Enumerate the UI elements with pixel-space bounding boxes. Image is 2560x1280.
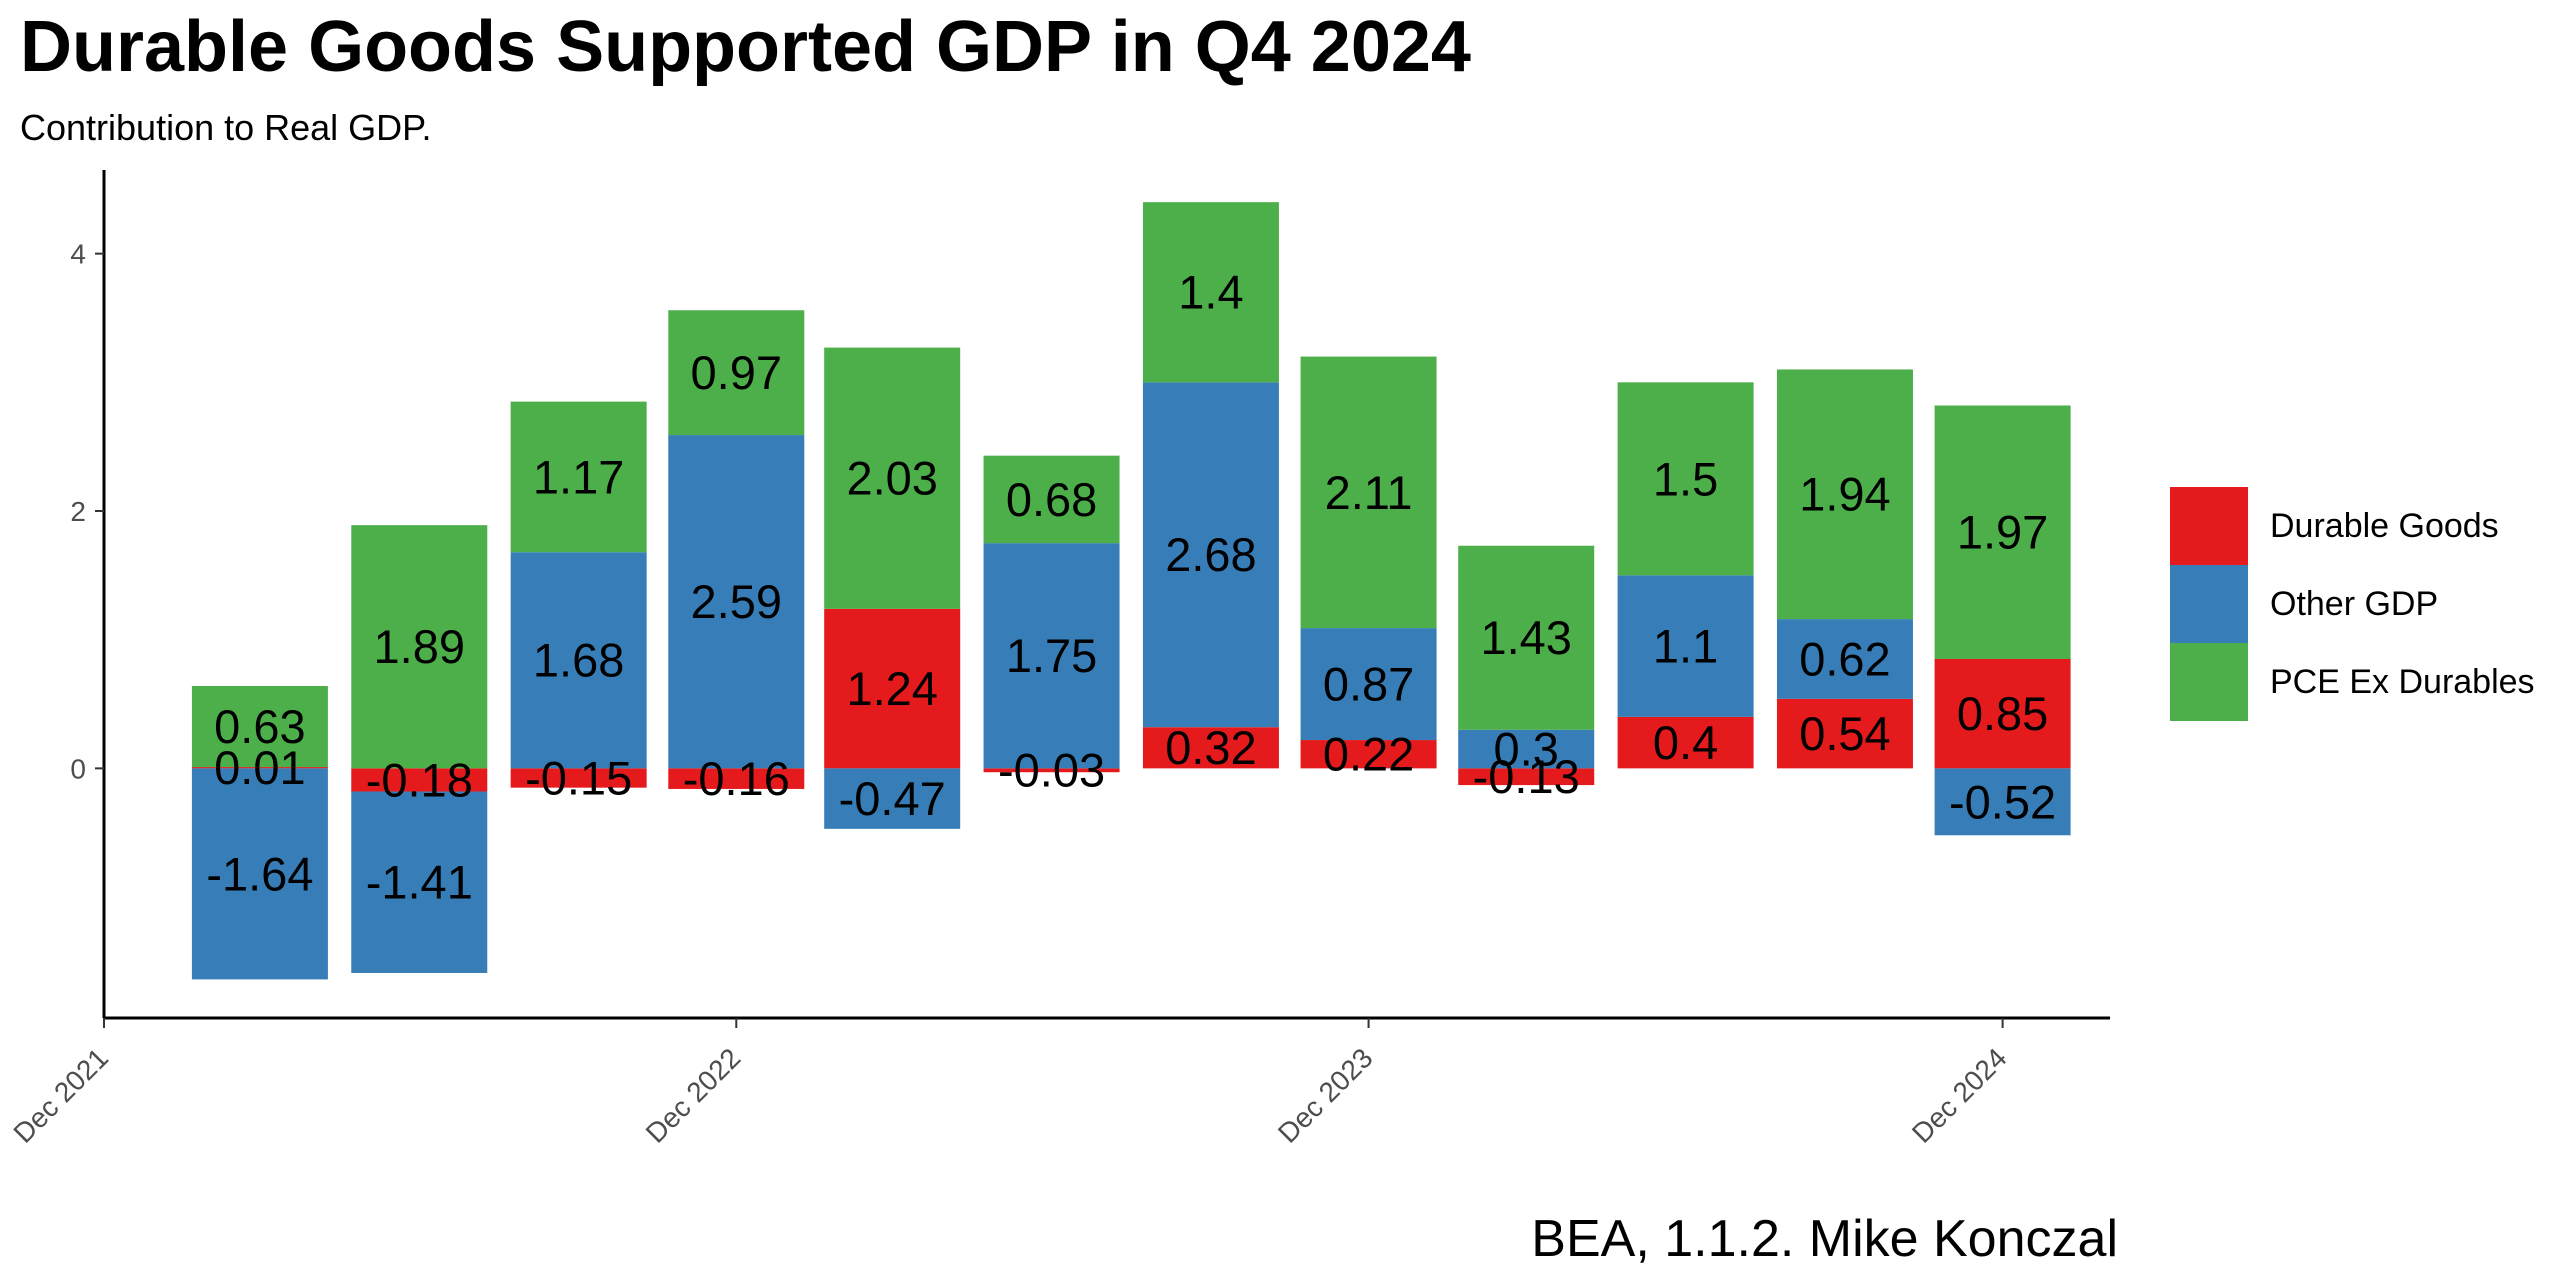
y-tick-label-0: 0 [70, 753, 86, 784]
data-label-other-gdp-2023-12-01: 0.87 [1323, 658, 1414, 711]
data-label-other-gdp-2022-06-01: -1.41 [366, 856, 473, 909]
bar-pce-ex-durables-2024-06-01 [1617, 382, 1754, 576]
bar-other-gdp-2022-06-01 [351, 791, 488, 973]
data-label-durable-goods-2024-06-01: 0.4 [1653, 716, 1718, 769]
data-label-other-gdp-2022-09-01: 1.68 [533, 634, 624, 687]
bar-durable-goods-2022-12-01 [668, 768, 805, 789]
bar-pce-ex-durables-2023-09-01 [1142, 202, 1279, 383]
data-label-durable-goods-2023-03-01: 1.24 [846, 662, 937, 715]
bar-durable-goods-2024-03-01 [1458, 768, 1595, 786]
legend-item-pce-ex-durables: PCE Ex Durables [2170, 643, 2535, 721]
data-label-pce-ex-durables-2023-06-01: 0.68 [1006, 473, 1097, 526]
data-label-pce-ex-durables-2023-03-01: 2.03 [846, 452, 937, 505]
data-label-other-gdp-2023-06-01: 1.75 [1006, 629, 1097, 682]
data-label-other-gdp-2024-12-01: -0.52 [1949, 775, 2056, 828]
data-label-durable-goods-2024-12-01: 0.85 [1957, 687, 2048, 740]
data-label-durable-goods-2023-12-01: 0.22 [1323, 728, 1414, 781]
x-tick-label-dec-2023: Dec 2023 [1272, 1042, 1379, 1149]
data-label-pce-ex-durables-2022-06-01: 1.89 [374, 620, 465, 673]
bar-other-gdp-2024-12-01 [1934, 768, 2071, 836]
bar-other-gdp-2022-09-01 [510, 552, 647, 769]
data-label-pce-ex-durables-2022-03-01: 0.63 [214, 700, 305, 753]
bar-pce-ex-durables-2023-03-01 [824, 347, 961, 609]
data-label-durable-goods-2022-09-01: -0.15 [525, 751, 632, 804]
data-label-pce-ex-durables-2022-12-01: 0.97 [691, 346, 782, 399]
bar-durable-goods-2024-12-01 [1934, 658, 2071, 769]
bar-durable-goods-2022-06-01 [351, 768, 488, 792]
data-label-pce-ex-durables-2022-09-01: 1.17 [533, 450, 624, 503]
legend-label-pce-ex-durables: PCE Ex Durables [2270, 662, 2535, 701]
chart-subtitle: Contribution to Real GDP. [20, 107, 432, 148]
legend-key-pce-ex-durables [2170, 643, 2248, 721]
chart-title: Durable Goods Supported GDP in Q4 2024 [20, 7, 1471, 87]
bar-other-gdp-2023-06-01 [983, 543, 1120, 769]
bar-pce-ex-durables-2024-03-01 [1458, 545, 1595, 730]
legend-key-other-gdp [2170, 565, 2248, 643]
data-label-durable-goods-2023-09-01: 0.32 [1165, 721, 1256, 774]
legend-key-durable-goods [2170, 487, 2248, 565]
bar-other-gdp-2023-09-01 [1142, 382, 1279, 728]
bar-pce-ex-durables-2023-06-01 [983, 455, 1120, 544]
bar-other-gdp-2023-03-01 [824, 768, 961, 829]
bar-other-gdp-2024-06-01 [1617, 575, 1754, 717]
bar-other-gdp-2023-12-01 [1300, 628, 1437, 741]
bar-pce-ex-durables-2024-12-01 [1934, 405, 2071, 659]
bar-other-gdp-2022-03-01 [191, 768, 328, 980]
legend-item-other-gdp: Other GDP [2170, 565, 2535, 643]
bar-durable-goods-2024-06-01 [1617, 716, 1754, 769]
bar-pce-ex-durables-2022-12-01 [668, 310, 805, 436]
x-tick-label-dec-2022: Dec 2022 [640, 1042, 747, 1149]
bar-durable-goods-2022-03-01 [191, 767, 328, 769]
bar-durable-goods-2023-06-01 [983, 768, 1120, 773]
bar-durable-goods-2023-12-01 [1300, 740, 1437, 769]
legend: Durable Goods Other GDP PCE Ex Durables [2170, 487, 2535, 721]
bar-other-gdp-2022-12-01 [668, 435, 805, 769]
y-tick-label-4: 4 [70, 239, 86, 270]
source-caption: BEA, 1.1.2. Mike Konczal [1531, 1210, 2118, 1268]
bar-other-gdp-2024-03-01 [1458, 729, 1595, 769]
data-label-durable-goods-2024-03-01: -0.13 [1473, 750, 1580, 803]
y-tick-label-2: 2 [70, 496, 86, 527]
legend-label-other-gdp: Other GDP [2270, 584, 2439, 623]
data-label-pce-ex-durables-2024-12-01: 1.97 [1957, 506, 2048, 559]
data-label-pce-ex-durables-2024-09-01: 1.94 [1799, 468, 1890, 521]
data-label-durable-goods-2022-12-01: -0.16 [683, 752, 790, 805]
data-label-pce-ex-durables-2023-12-01: 2.11 [1325, 466, 1413, 519]
x-tick-label-dec-2021: Dec 2021 [7, 1042, 114, 1149]
data-label-durable-goods-2022-06-01: -0.18 [366, 753, 473, 806]
data-label-other-gdp-2022-03-01: -1.64 [206, 847, 313, 900]
bar-durable-goods-2023-03-01 [824, 608, 961, 769]
data-label-pce-ex-durables-2024-03-01: 1.43 [1480, 611, 1571, 664]
bar-durable-goods-2022-09-01 [510, 768, 647, 788]
bar-other-gdp-2024-09-01 [1776, 619, 1913, 699]
bar-durable-goods-2024-09-01 [1776, 698, 1913, 769]
bar-durable-goods-2023-09-01 [1142, 727, 1279, 769]
bar-pce-ex-durables-2022-03-01 [191, 686, 328, 768]
data-label-other-gdp-2023-09-01: 2.68 [1165, 528, 1256, 581]
data-label-other-gdp-2024-06-01: 1.1 [1653, 620, 1718, 673]
legend-item-durable-goods: Durable Goods [2170, 487, 2535, 565]
bar-pce-ex-durables-2024-09-01 [1776, 369, 1913, 620]
bar-pce-ex-durables-2022-09-01 [510, 401, 647, 553]
data-label-other-gdp-2023-03-01: -0.47 [839, 772, 946, 825]
data-label-durable-goods-2022-03-01: 0.01 [214, 741, 305, 794]
data-label-other-gdp-2024-03-01: 0.3 [1494, 723, 1559, 776]
bar-pce-ex-durables-2022-06-01 [351, 525, 488, 769]
data-label-pce-ex-durables-2023-09-01: 1.4 [1178, 266, 1243, 319]
x-tick-label-dec-2024: Dec 2024 [1906, 1042, 2013, 1149]
data-label-other-gdp-2024-09-01: 0.62 [1799, 632, 1890, 685]
data-label-durable-goods-2024-09-01: 0.54 [1799, 707, 1890, 760]
data-label-pce-ex-durables-2024-06-01: 1.5 [1653, 452, 1718, 505]
data-label-durable-goods-2023-06-01: -0.03 [998, 744, 1105, 797]
data-label-other-gdp-2022-12-01: 2.59 [691, 575, 782, 628]
legend-label-durable-goods: Durable Goods [2270, 506, 2499, 545]
bar-pce-ex-durables-2023-12-01 [1300, 356, 1437, 629]
